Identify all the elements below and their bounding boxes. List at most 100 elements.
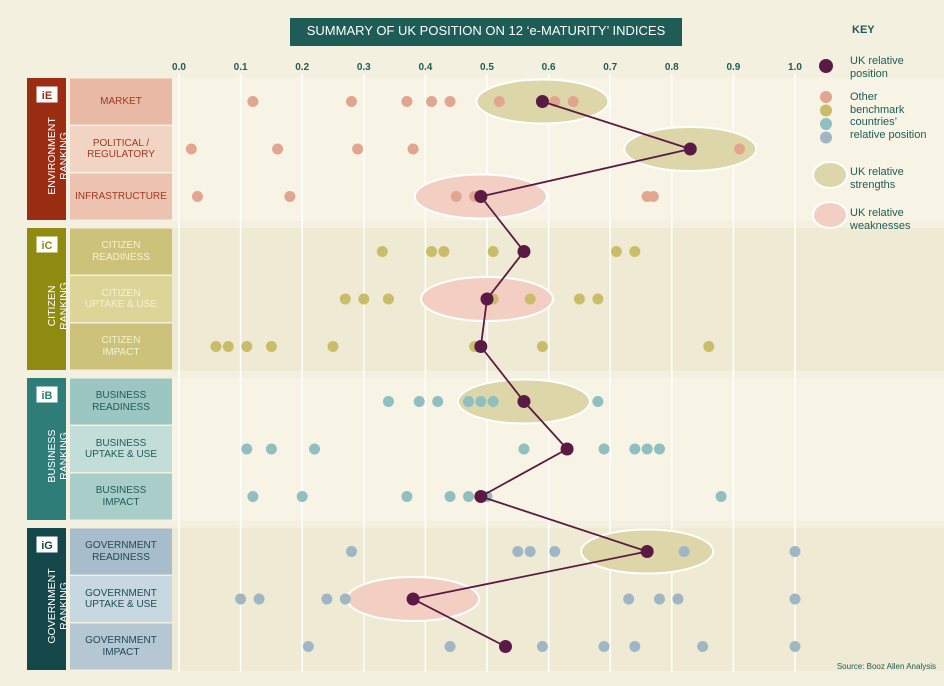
key-label: UK relative weaknesses	[850, 207, 911, 232]
benchmark-dot	[413, 396, 425, 407]
benchmark-dot	[345, 546, 357, 557]
benchmark-dot	[247, 96, 259, 107]
x-tick-label: 0.7	[603, 62, 617, 73]
key-label: UK relative position	[850, 55, 904, 80]
benchmark-dot	[524, 546, 536, 557]
uk-dot	[517, 395, 531, 408]
benchmark-dot	[241, 443, 253, 455]
benchmark-dot	[536, 341, 548, 352]
benchmark-dot	[426, 246, 438, 257]
row-label-box	[70, 576, 172, 622]
benchmark-dot	[610, 246, 622, 257]
uk-dot	[474, 190, 488, 203]
x-tick-label: 0.9	[726, 62, 740, 73]
uk-dot	[406, 592, 420, 606]
benchmark-dot	[463, 491, 475, 502]
row-label-box	[70, 276, 172, 322]
x-tick-label: 0.6	[542, 62, 556, 73]
benchmark-dot	[653, 593, 665, 605]
row-label-box	[70, 473, 172, 520]
benchmark-dot	[235, 593, 247, 605]
group-code-box	[35, 235, 59, 254]
uk-dot	[535, 95, 549, 108]
benchmark-dot	[623, 593, 635, 605]
benchmark-dot	[382, 293, 394, 305]
group-code-box	[35, 385, 59, 404]
row-label: CITIZEN IMPACT	[101, 335, 141, 358]
benchmark-dot	[487, 246, 499, 257]
benchmark-dot	[432, 396, 444, 407]
benchmark-dot	[241, 341, 253, 352]
key-strength	[812, 161, 848, 189]
row-label-box	[70, 126, 172, 172]
row-label-box	[70, 228, 172, 275]
key-label: Other benchmark countries’ relative posi…	[850, 91, 927, 141]
benchmark-dot	[401, 96, 413, 107]
benchmark-dot	[549, 546, 561, 557]
benchmark-dot	[463, 396, 475, 407]
key-benchmark-dot	[820, 104, 832, 117]
group-band	[172, 228, 944, 371]
benchmark-dot	[629, 246, 641, 257]
row-label: CITIZEN UPTAKE & USE	[84, 287, 158, 311]
benchmark-dot	[678, 546, 690, 557]
uk-dot	[474, 490, 488, 503]
source-note: Source: Booz Allen Analysis	[836, 662, 936, 671]
x-tick-label: 0.4	[418, 62, 432, 73]
row-label: CITIZEN READINESS	[92, 240, 150, 263]
benchmark-dot	[222, 341, 234, 352]
benchmark-dot	[697, 641, 709, 652]
group-label: GOVERNMENT RANKING	[46, 568, 71, 644]
x-tick-label: 0.3	[357, 62, 371, 73]
x-tick-label: 0.1	[234, 62, 248, 73]
benchmark-dot	[524, 293, 536, 305]
uk-dot	[480, 292, 494, 306]
benchmark-dot	[734, 143, 746, 155]
benchmark-dot	[567, 96, 579, 107]
group-label: ENVIRONMENT RANKING	[46, 117, 71, 195]
benchmark-dot	[641, 443, 653, 455]
benchmark-dot	[518, 443, 530, 455]
benchmark-dot	[210, 341, 222, 352]
row-label: MARKET	[100, 95, 142, 107]
x-tick-label: 0.0	[172, 62, 186, 73]
uk-line	[410, 100, 694, 648]
row-label-box	[70, 623, 172, 670]
title-box	[290, 18, 682, 46]
benchmark-dot	[296, 491, 308, 502]
row-label: GOVERNMENT READINESS	[85, 540, 157, 563]
row-label: BUSINESS UPTAKE & USE	[84, 437, 158, 461]
key-label: UK relative strengths	[850, 166, 904, 191]
benchmark-dot	[438, 246, 450, 257]
key-benchmark-dot	[820, 131, 832, 144]
group-code: iG	[41, 540, 53, 552]
row-label-box	[70, 528, 172, 575]
benchmark-dot	[647, 191, 659, 202]
benchmark-dot	[185, 143, 197, 155]
group-code: iE	[42, 90, 52, 102]
benchmark-dot	[592, 396, 604, 407]
benchmark-dot	[302, 641, 314, 652]
benchmark-dot	[789, 593, 801, 605]
benchmark-dot	[265, 341, 277, 352]
group-code: iB	[42, 390, 53, 402]
uk-dot	[683, 142, 697, 156]
benchmark-dot	[653, 443, 665, 455]
benchmark-dot	[512, 546, 524, 557]
benchmark-dot	[789, 546, 801, 557]
benchmark-dot	[629, 641, 641, 652]
benchmark-dot	[573, 293, 585, 305]
benchmark-dot	[672, 593, 684, 605]
benchmark-dot	[407, 143, 419, 155]
key-benchmark-dot	[820, 91, 832, 103]
group-code-box	[35, 85, 59, 104]
row-label: INFRASTRUCTURE	[75, 190, 167, 202]
chart-title: SUMMARY OF UK POSITION ON 12 ‘e-MATURITY…	[306, 23, 666, 38]
benchmark-dot	[444, 491, 456, 502]
row-label-box	[70, 378, 172, 425]
group-label: BUSINESS RANKING	[46, 429, 71, 483]
benchmark-dot	[345, 96, 357, 107]
row-label-box	[70, 426, 172, 472]
